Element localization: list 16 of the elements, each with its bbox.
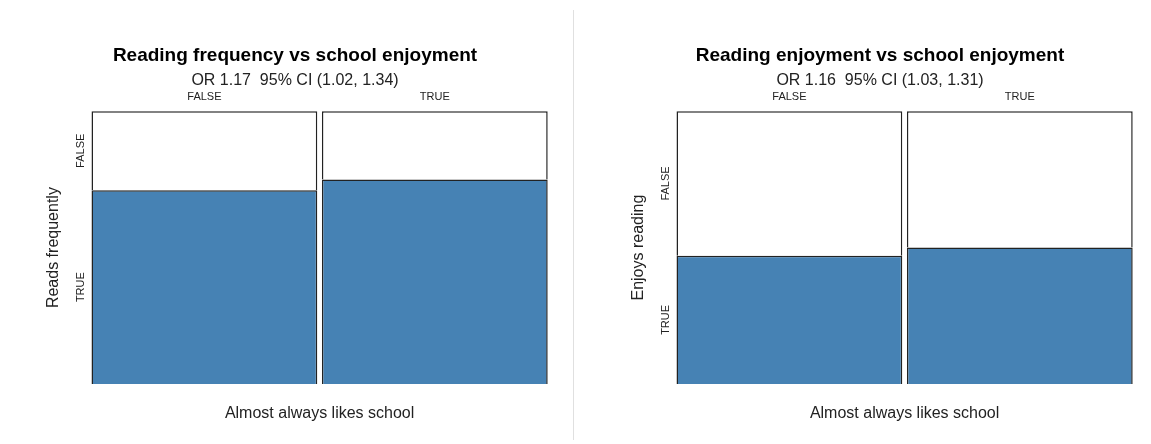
text: TRUE bbox=[74, 272, 87, 303]
x-tick-label: TRUE bbox=[419, 89, 450, 102]
chart-title: Reading enjoyment vs school enjoyment bbox=[695, 43, 1065, 65]
chart-title: Reading frequency vs school enjoyment bbox=[112, 43, 478, 65]
y-axis-title: Reads frequently bbox=[44, 187, 62, 309]
text: FALSE bbox=[659, 166, 672, 201]
chart-subtitle: OR 1.17 95% CI (1.02, 1.34) bbox=[191, 70, 399, 88]
chart-subtitle: OR 1.16 95% CI (1.03, 1.31) bbox=[776, 70, 984, 88]
text: TRUE bbox=[659, 304, 672, 335]
x-axis-title: Almost always likes school bbox=[224, 404, 415, 422]
text: FALSE bbox=[74, 133, 87, 168]
x-tick-label: TRUE bbox=[1004, 89, 1035, 102]
y-axis-title: Enjoys reading bbox=[629, 194, 647, 301]
x-tick-label: FALSE bbox=[772, 89, 807, 102]
x-tick-label: FALSE bbox=[187, 89, 222, 102]
x-axis-title: Almost always likes school bbox=[809, 404, 1000, 422]
